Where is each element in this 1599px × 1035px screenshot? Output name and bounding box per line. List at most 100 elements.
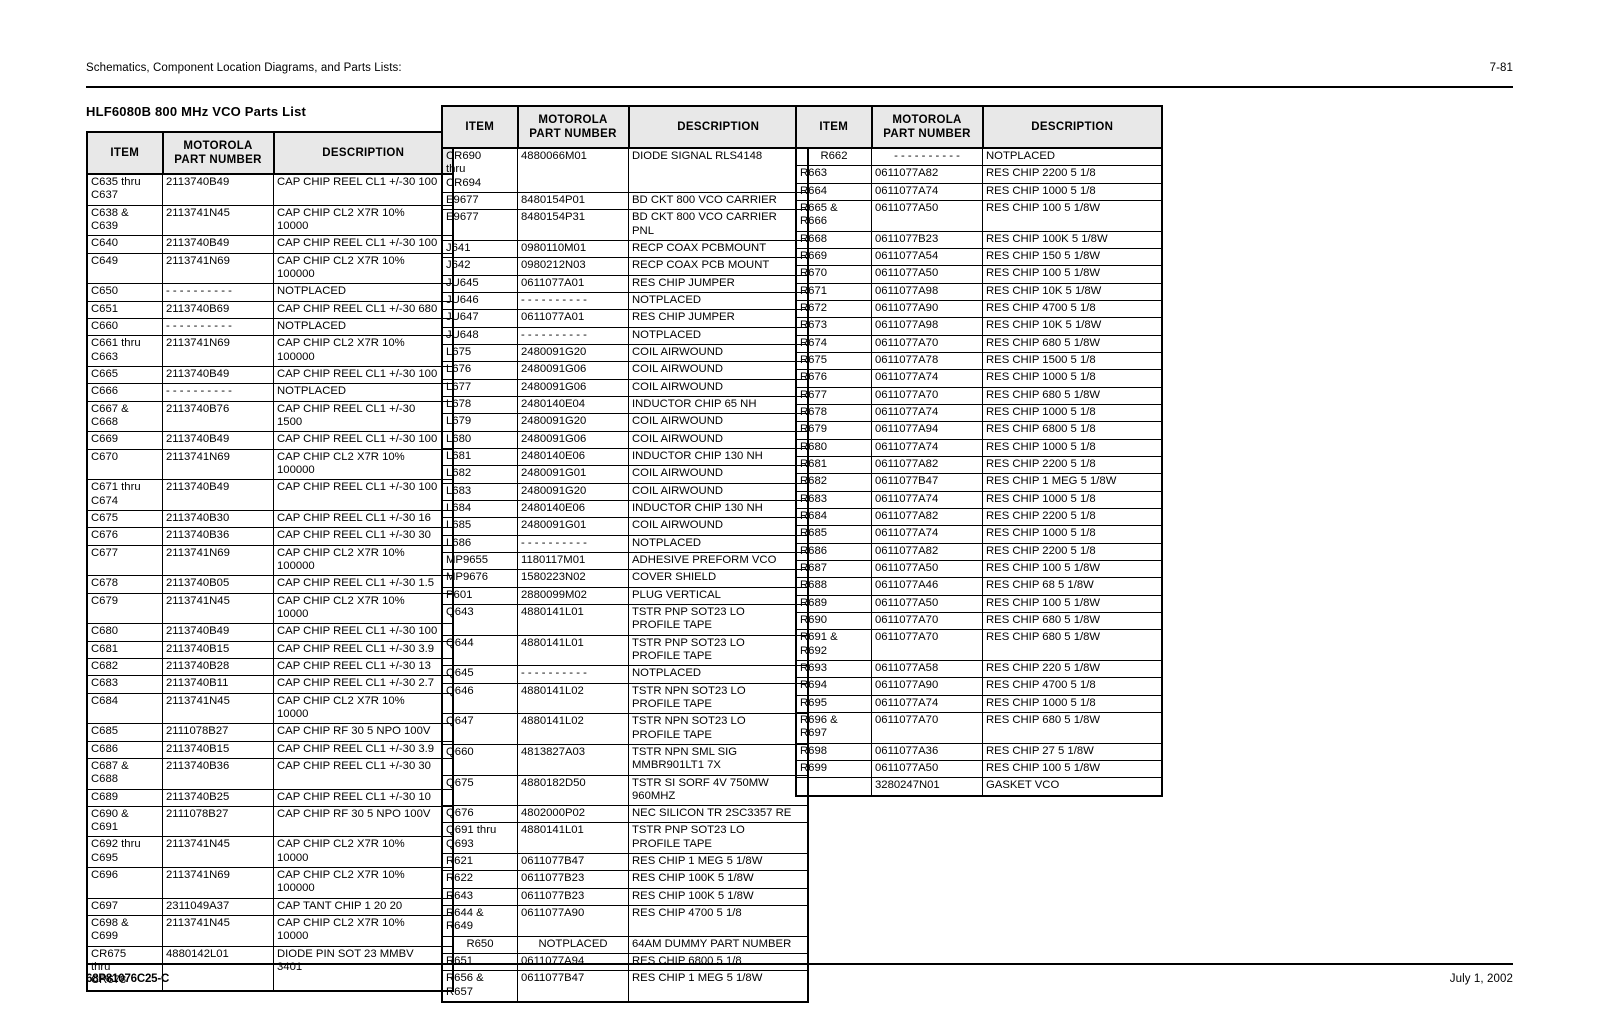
cell-description: RES CHIP 150 5 1/8W <box>982 247 1163 267</box>
table-row: R682 0611077B47 RES CHIP 1 MEG 5 1/8W <box>795 473 1163 492</box>
cell-item: Q644 <box>441 634 518 667</box>
table-row: R644 & R649 0611077A90 RES CHIP 4700 5 1/8 <box>441 905 809 937</box>
column-header-description: DESCRIPTION <box>272 130 454 176</box>
cell-part-number: 2480091G06 <box>517 378 629 397</box>
cell-part-number: 2480140E06 <box>517 447 629 467</box>
cell-description: RES CHIP 680 5 1/8W <box>982 629 1163 661</box>
table-row: L676 2480091G06 COIL AIRWOUND <box>441 361 809 380</box>
cell-description: TSTR SI SORF 4V 750MW 960MHZ <box>628 774 809 807</box>
table-header-row: ITEM MOTOROLA PART NUMBER DESCRIPTION <box>86 130 454 176</box>
cell-part-number: 0611077A74 <box>871 403 983 423</box>
cell-part-number: 0611077A54 <box>871 247 983 267</box>
cell-item: R622 <box>441 870 518 889</box>
table-row: R622 0611077B23 RES CHIP 100K 5 1/8W <box>441 870 809 889</box>
cell-part-number: 0611077A74 <box>871 182 983 202</box>
cell-item: C660 <box>86 317 163 337</box>
table-row: R688 0611077A46 RES CHIP 68 5 1/8W <box>795 577 1163 596</box>
cell-item: C696 <box>86 867 163 899</box>
cell-part-number: 2113740B49 <box>162 623 274 642</box>
cell-item: L683 <box>441 482 518 501</box>
table-row: C670 2113741N69 CAP CHIP CL2 X7R 10% 10000… <box>86 448 454 481</box>
cell-part-number: 2113741N45 <box>162 692 274 725</box>
cell-part-number: 2113741N69 <box>162 544 274 577</box>
cell-item: R677 <box>795 386 872 405</box>
cell-part-number: 2480091G06 <box>517 361 629 380</box>
cell-item: R688 <box>795 577 872 596</box>
cell-description: RES CHIP 100K 5 1/8W <box>628 870 809 889</box>
cell-part-number: 0611077A82 <box>871 455 983 475</box>
table-row: C679 2113741N45 CAP CHIP CL2 X7R 10% 10000 <box>86 592 454 625</box>
table-row: J641 0980110M01 RECP COAX PCBMOUNT <box>441 239 809 259</box>
cell-description: COIL AIRWOUND <box>628 430 809 449</box>
table-row: R686 0611077A82 RES CHIP 2200 5 1/8 <box>795 542 1163 561</box>
table-row: MP9676 1580223N02 COVER SHIELD <box>441 569 809 588</box>
cell-description: CAP CHIP REEL CL1 +/-30 1.5 <box>273 575 454 594</box>
cell-description: BD CKT 800 VCO CARRIER PNL <box>628 209 809 241</box>
table-row: J642 0980212N03 RECP COAX PCB MOUNT <box>441 257 809 276</box>
cell-item: C686 <box>86 740 163 759</box>
cell-part-number: 0611077A74 <box>871 525 983 544</box>
cell-part-number: 2113740B36 <box>162 757 274 790</box>
cell-item: C635 thru C637 <box>86 173 163 206</box>
cell-part-number: 2113741N45 <box>162 915 274 947</box>
table-row: R694 0611077A90 RES CHIP 4700 5 1/8 <box>795 677 1163 696</box>
cell-item: C651 <box>86 300 163 319</box>
cell-part-number: 0611077B47 <box>517 853 629 872</box>
cell-description: COVER SHIELD <box>628 569 809 588</box>
cell-item: R682 <box>795 473 872 492</box>
cell-description: RES CHIP 1 MEG 5 1/8W <box>982 473 1163 492</box>
cell-part-number: 0611077A90 <box>871 299 983 319</box>
table-row: R673 0611077A98 RES CHIP 10K 5 1/8W <box>795 317 1163 336</box>
cell-item: C671 thru C674 <box>86 479 163 511</box>
cell-part-number: 0611077A70 <box>871 629 983 661</box>
cell-part-number: - - - - - - - - - - <box>517 291 629 311</box>
cell-part-number: 0611077A01 <box>517 274 629 293</box>
cell-description: NOTPLACED <box>273 283 454 302</box>
cell-item: C669 <box>86 431 163 450</box>
table-row: R675 0611077A78 RES CHIP 1500 5 1/8 <box>795 351 1163 371</box>
cell-item: R687 <box>795 559 872 579</box>
cell-description: CAP CHIP CL2 X7R 10% 10000 <box>273 836 454 869</box>
table-row: C676 2113740B36 CAP CHIP REEL CL1 +/-30 30 <box>86 527 454 546</box>
table-row: C671 thru C674 2113740B49 CAP CHIP REEL CL… <box>86 479 454 511</box>
table-row: R677 0611077A70 RES CHIP 680 5 1/8W <box>795 386 1163 405</box>
table-row: JU646- - - - - - - - - - NOTPLACED <box>441 291 809 311</box>
table-row: R650 NOTPLACED 64AM DUMMY PART NUMBER <box>441 935 809 955</box>
cell-description: RES CHIP 1500 5 1/8 <box>982 351 1163 371</box>
cell-description: NOTPLACED <box>273 317 454 337</box>
cell-item: C665 <box>86 365 163 385</box>
cell-item: CR675 thru CR678 <box>86 945 163 992</box>
cell-description: RES CHIP 1000 5 1/8 <box>982 490 1163 509</box>
cell-item: Q691 thru Q693 <box>441 822 518 855</box>
cell-item: R644 & R649 <box>441 905 518 937</box>
table-row: C638 & C639 2113741N45 CAP CHIP CL2 X7R 10… <box>86 204 454 237</box>
cell-part-number: 1180117M01 <box>517 551 629 571</box>
cell-description: CAP CHIP REEL CL1 +/-30 30 <box>273 757 454 790</box>
cell-item: C682 <box>86 657 163 677</box>
table-body: CR690 thru CR694 4880066M01 DIODE SIGNAL R… <box>441 147 809 1004</box>
cell-description: INDUCTOR CHIP 130 NH <box>628 447 809 467</box>
cell-part-number: 2113740B76 <box>162 400 274 433</box>
cell-part-number: 0611077B23 <box>517 887 629 907</box>
table-row: R665 & R666 0611077A50 RES CHIP 100 5 1/8W <box>795 200 1163 232</box>
cell-description: CAP CHIP CL2 X7R 10% 100000 <box>273 252 454 285</box>
column-header-item: ITEM <box>441 104 519 150</box>
cell-item: R665 & R666 <box>795 200 872 232</box>
table-row: C684 2113741N45 CAP CHIP CL2 X7R 10% 10000 <box>86 692 454 725</box>
cell-description: RECP COAX PCBMOUNT <box>628 239 809 259</box>
cell-part-number: 4880182D50 <box>517 774 629 807</box>
table-body: R662- - - - - - - - - - NOTPLACED R663 0611… <box>795 147 1163 797</box>
cell-description: RES CHIP 100 5 1/8W <box>982 265 1163 284</box>
cell-description: COIL AIRWOUND <box>628 482 809 501</box>
cell-item: C692 thru C695 <box>86 836 163 869</box>
cell-item: R691 & R692 <box>795 629 872 661</box>
parts-table-column-2: ITEM MOTOROLA PART NUMBER DESCRIPTION CR… <box>441 104 809 1004</box>
cell-part-number: 2113740B28 <box>162 657 274 677</box>
cell-part-number: 2113740B15 <box>162 640 274 659</box>
cell-description: TSTR PNP SOT23 LO PROFILE TAPE <box>628 822 809 855</box>
cell-item: C650 <box>86 283 163 302</box>
cell-part-number: 8480154P31 <box>517 209 629 241</box>
column-header-item: ITEM <box>795 104 873 150</box>
table-row: C677 2113741N69 CAP CHIP CL2 X7R 10% 10000… <box>86 544 454 577</box>
table-row: R663 0611077A82 RES CHIP 2200 5 1/8 <box>795 165 1163 184</box>
